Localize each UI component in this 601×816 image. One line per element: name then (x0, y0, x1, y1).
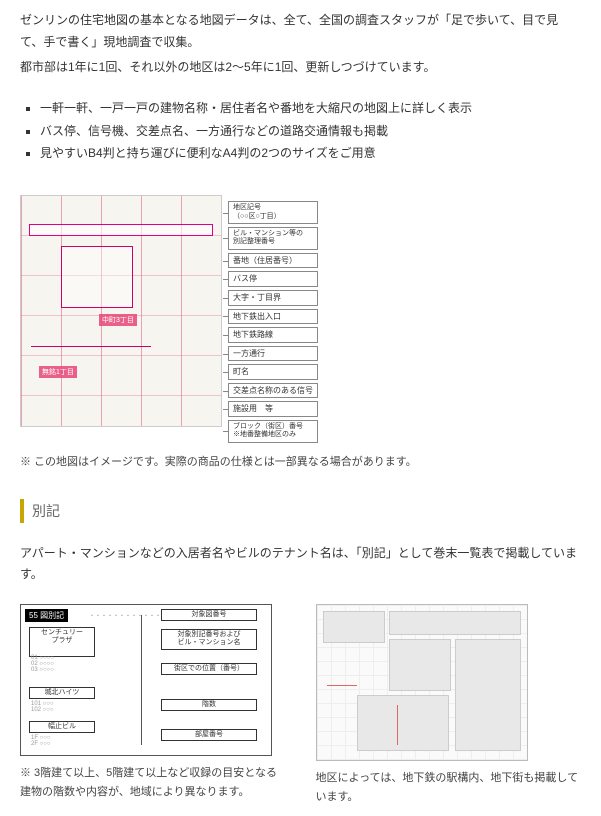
legend-item: 地区記号（○○区○丁目） (228, 201, 318, 224)
legend-item: 施設用 等 (228, 401, 318, 417)
legend-item: 交差点名称のある信号 (228, 383, 318, 399)
legend-item: 一方通行 (228, 346, 318, 362)
intro-paragraph-1: ゼンリンの住宅地図の基本となる地図データは、全て、全国の調査スタッフが「足で歩い… (20, 10, 581, 53)
map-legend: 地区記号（○○区○丁目） ビル・マンション等の別記整理番号 番地（住居番号） バ… (228, 195, 318, 443)
legend-item: 番地（住居番号） (228, 253, 318, 269)
legend-item: 大字・丁目界 (228, 290, 318, 306)
appendix-sample-image: 55 図別記 ・・・・・・・・・・・・ センチュリープラザ 01 ○○○○02 … (20, 604, 272, 756)
appendix-caption: ※ 3階建て以上、5階建て以上など収録の目安となる建物の階数や内容が、地域により… (20, 764, 286, 801)
sample-map-image: 中町3丁目 無銘1丁目 (20, 195, 222, 427)
legend-item: ビル・マンション等の別記整理番号 (228, 227, 318, 250)
map-disclaimer: ※ この地図はイメージです。実際の商品の仕様とは一部異なる場合があります。 (20, 453, 581, 469)
station-caption: 地区によっては、地下鉄の駅構内、地下街も掲載しています。 (316, 769, 582, 806)
feature-item: 見やすいB4判と持ち運びに便利なA4判の2つのサイズをご用意 (40, 142, 581, 165)
section-description: アパート・マンションなどの入居者名やビルのテナント名は、「別記」として巻末一覧表… (20, 543, 581, 586)
legend-item: 地下鉄出入口 (228, 309, 318, 325)
legend-item: 地下鉄路線 (228, 327, 318, 343)
legend-item: 町名 (228, 364, 318, 380)
feature-item: 一軒一軒、一戸一戸の建物名称・居住者名や番地を大縮尺の地図上に詳しく表示 (40, 97, 581, 120)
intro-paragraph-2: 都市部は1年に1回、それ以外の地区は2〜5年に1回、更新しつづけています。 (20, 57, 581, 79)
legend-item: ブロック（街区）番号※地番整備地区のみ (228, 420, 318, 443)
section-heading-bekki: 別記 (20, 499, 581, 523)
feature-list: 一軒一軒、一戸一戸の建物名称・居住者名や番地を大縮尺の地図上に詳しく表示 バス停… (20, 97, 581, 165)
station-sample-image (316, 604, 528, 761)
legend-item: バス停 (228, 271, 318, 287)
feature-item: バス停、信号機、交差点名、一方通行などの道路交通情報も掲載 (40, 120, 581, 143)
